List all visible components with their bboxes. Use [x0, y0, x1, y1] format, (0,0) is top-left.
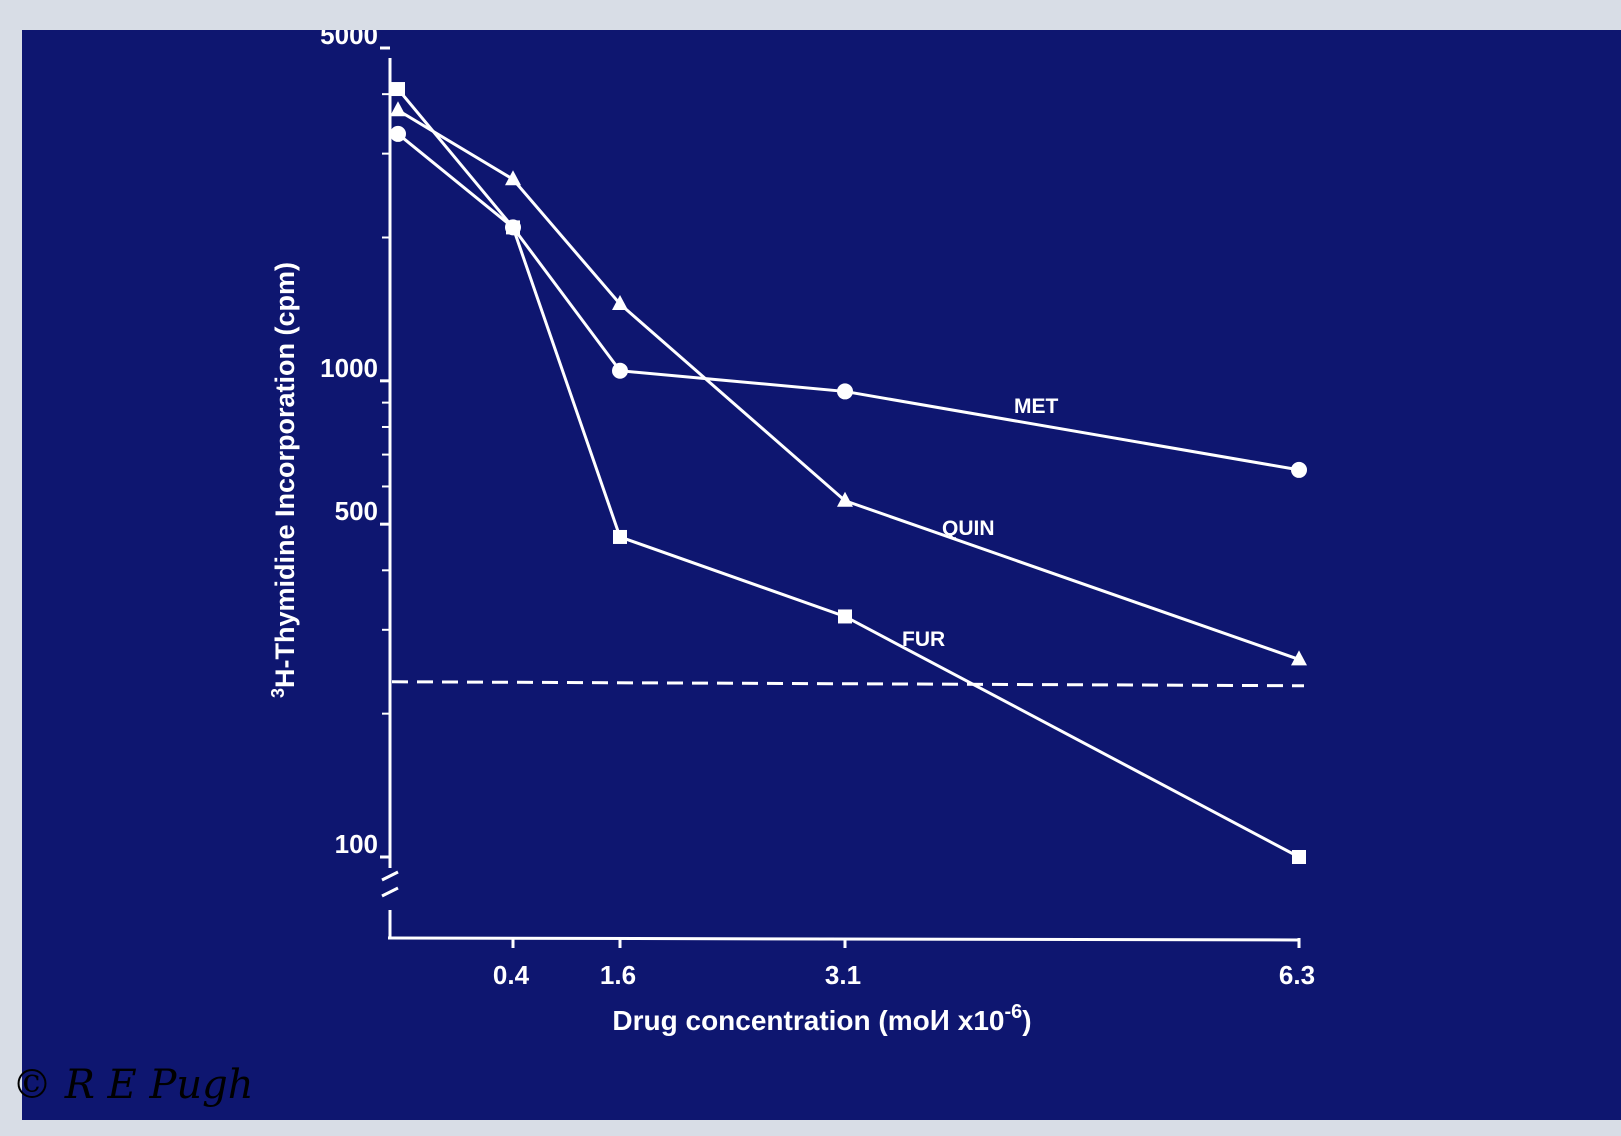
x-tick-label: 3.1: [825, 960, 861, 990]
data-point-quin: [612, 294, 628, 310]
series-label-quin: QUIN: [942, 517, 995, 540]
y-tick-label: 1000: [320, 353, 378, 383]
x-tick-label: 0.4: [493, 960, 530, 990]
dashed-reference-line: [391, 680, 1305, 688]
data-point-met: [837, 383, 853, 400]
y-tick-label: 5000: [320, 30, 378, 50]
data-point-quin: [390, 101, 406, 117]
data-point-fur: [391, 82, 405, 97]
series-label-met: MET: [1014, 395, 1059, 418]
y-tick-label: 100: [335, 829, 378, 859]
series-label-fur: FUR: [902, 628, 945, 651]
x-axis-label-superscript: -6: [1004, 1001, 1022, 1023]
y-axis-label: 3H-Thymidine Incorporation (cpm): [268, 262, 300, 698]
x-tick-label: 6.3: [1279, 960, 1315, 990]
copyright-text: © R E Pugh: [12, 1062, 254, 1108]
data-point-quin: [1291, 650, 1307, 666]
slide-background: 100 500 1000 5000 0.4 1.6 3.1 6.3 Drug concentra…: [22, 30, 1621, 1120]
data-point-quin: [505, 170, 521, 186]
data-point-met: [612, 362, 628, 379]
data-point-met: [390, 125, 406, 142]
x-axis-label-main: Drug concentration (mol⁄l x10: [612, 1005, 1004, 1036]
x-axis-label-end: ): [1022, 1005, 1031, 1036]
data-point-quin: [837, 491, 853, 507]
x-axis-label: Drug concentration (mol⁄l x10-6): [612, 1001, 1031, 1036]
data-point-fur: [613, 529, 627, 544]
data-point-fur: [838, 609, 852, 624]
y-axis-label-superscript: 3: [268, 688, 288, 698]
data-point-met: [1291, 461, 1307, 478]
y-tick-label: 500: [335, 496, 378, 526]
y-axis-label-main: H-Thymidine Incorporation (cpm): [270, 262, 300, 688]
series-line-met: [397, 132, 1300, 472]
x-tick-label: 1.6: [600, 960, 636, 990]
chart: 100 500 1000 5000 0.4 1.6 3.1 6.3 Drug concentra…: [268, 30, 1315, 1036]
data-point-fur: [506, 220, 520, 235]
axis-break-mark: [381, 870, 399, 898]
data-point-fur: [1292, 850, 1306, 864]
